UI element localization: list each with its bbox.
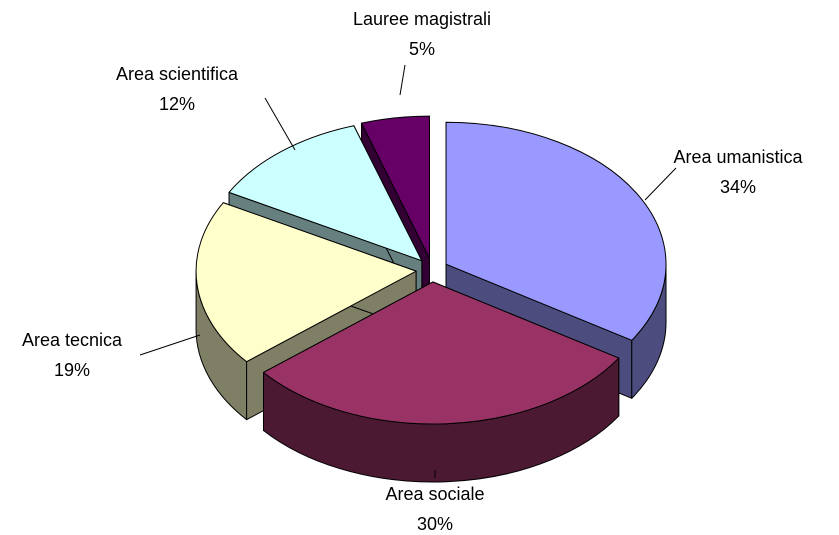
slice-label: Area scientifica — [116, 64, 239, 84]
slice — [361, 115, 430, 259]
slice-value-label: 5% — [409, 39, 435, 59]
slice — [262, 281, 620, 425]
leader-line — [399, 64, 406, 96]
slice — [228, 125, 423, 262]
slice — [195, 202, 417, 363]
leader-line — [264, 97, 296, 151]
slice-label: Area sociale — [385, 484, 484, 504]
slice-label: Area tecnica — [22, 330, 123, 350]
slice-value-label: 30% — [417, 514, 453, 534]
slice-value-label: 34% — [720, 177, 756, 197]
slice — [445, 121, 667, 341]
slice-value-label: 12% — [159, 94, 195, 114]
slice-value-label: 19% — [54, 360, 90, 380]
slice-label: Area umanistica — [673, 147, 803, 167]
leader-line — [644, 167, 677, 201]
leader-line — [139, 334, 201, 356]
slice-label: Lauree magistrali — [353, 9, 491, 29]
